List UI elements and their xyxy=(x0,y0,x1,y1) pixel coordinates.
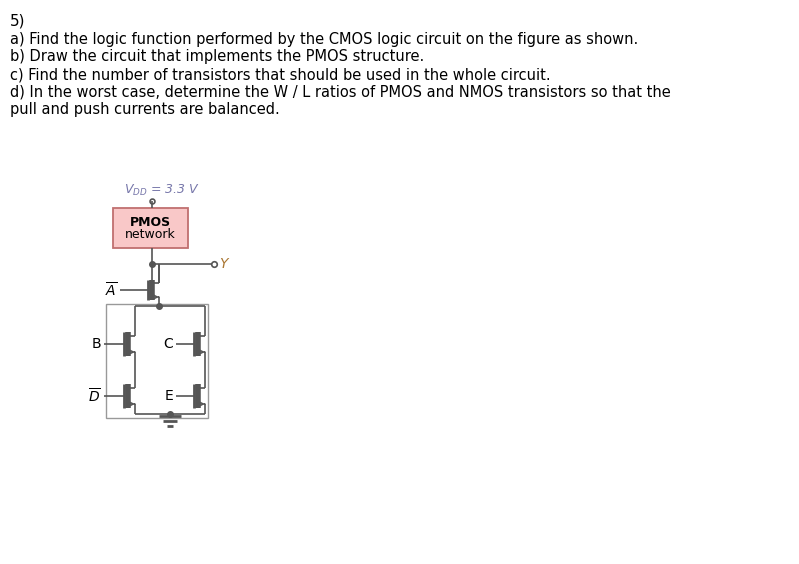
Text: network: network xyxy=(125,228,176,241)
Text: PMOS: PMOS xyxy=(130,217,171,230)
Text: $Y$: $Y$ xyxy=(219,257,230,271)
Text: E: E xyxy=(165,389,173,403)
Text: pull and push currents are balanced.: pull and push currents are balanced. xyxy=(10,102,280,117)
Text: b) Draw the circuit that implements the PMOS structure.: b) Draw the circuit that implements the … xyxy=(10,50,424,64)
Text: 5): 5) xyxy=(10,13,26,28)
Text: C: C xyxy=(163,337,173,351)
Bar xyxy=(106,304,208,418)
Text: $V_{DD}$ = 3.3 V: $V_{DD}$ = 3.3 V xyxy=(124,183,200,198)
Text: $\overline{A}$: $\overline{A}$ xyxy=(105,281,117,299)
Text: $\overline{D}$: $\overline{D}$ xyxy=(89,387,101,405)
Text: a) Find the logic function performed by the CMOS logic circuit on the figure as : a) Find the logic function performed by … xyxy=(10,32,638,47)
Text: d) In the worst case, determine the W / L ratios of PMOS and NMOS transistors so: d) In the worst case, determine the W / … xyxy=(10,85,670,99)
Text: c) Find the number of transistors that should be used in the whole circuit.: c) Find the number of transistors that s… xyxy=(10,67,551,82)
Bar xyxy=(113,208,188,248)
Text: B: B xyxy=(91,337,101,351)
